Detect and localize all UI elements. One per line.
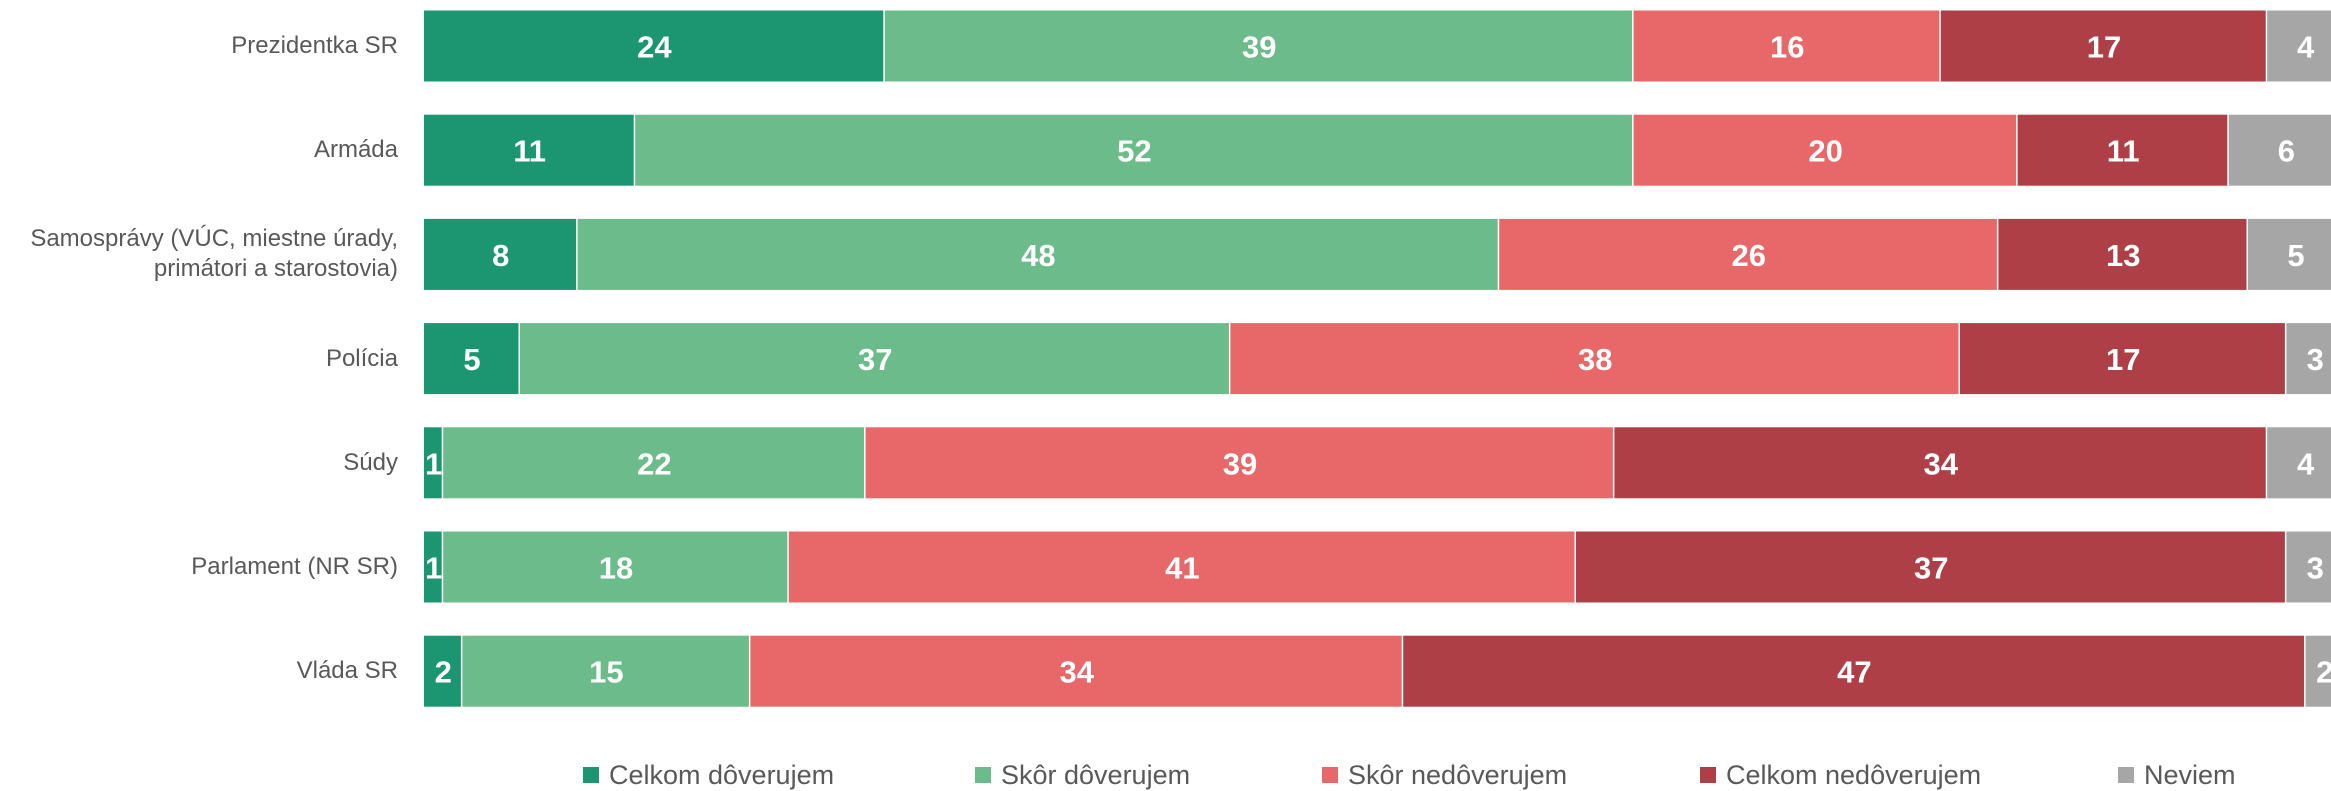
data-label: 2 — [2316, 655, 2331, 690]
category-label: Polícia — [325, 344, 398, 372]
data-label: 1 — [425, 446, 442, 481]
bar-segment — [2267, 10, 2331, 82]
data-label: 39 — [1242, 30, 1276, 65]
legend-label: Skôr dôverujem — [1001, 760, 1190, 790]
bar-segment — [424, 531, 442, 603]
bar-segment — [1403, 635, 2305, 707]
bar-segment — [788, 531, 1575, 603]
data-label: 17 — [2087, 30, 2121, 65]
data-label: 1 — [425, 551, 442, 586]
data-label: 11 — [2107, 134, 2140, 169]
data-label: 37 — [858, 342, 892, 377]
category-label: Samosprávy (VÚC, miestne úrady, primátor… — [30, 225, 398, 283]
bar-segment — [1614, 427, 2266, 499]
bar-segment — [2286, 531, 2331, 603]
data-label: 5 — [2287, 238, 2304, 273]
bar-segment — [1940, 10, 2266, 82]
data-label: 22 — [637, 446, 671, 481]
category-label: Súdy — [343, 448, 398, 476]
data-label: 48 — [1021, 238, 1055, 273]
data-label: 8 — [492, 238, 509, 273]
bar-segment — [1998, 218, 2247, 290]
data-label: 5 — [463, 342, 480, 377]
data-label: 37 — [1914, 551, 1948, 586]
category-label: Vláda SR — [296, 657, 398, 685]
legend-label: Skôr nedôverujem — [1348, 760, 1567, 790]
bar-segment — [1633, 114, 2017, 186]
bar-segment — [635, 114, 1633, 186]
bar-segment — [1576, 531, 2285, 603]
data-label: 52 — [1117, 134, 1151, 169]
data-label: 3 — [2307, 551, 2324, 586]
bar-segment — [424, 635, 461, 707]
data-label: 6 — [2278, 134, 2295, 169]
bar-segment — [424, 10, 884, 82]
bar-segment — [1499, 218, 1997, 290]
bar-segment — [2286, 323, 2331, 395]
data-label: 47 — [1837, 655, 1871, 690]
bar-segment — [1960, 323, 2285, 395]
data-label: 34 — [1060, 655, 1095, 690]
data-label: 4 — [2297, 446, 2315, 481]
bar-segment — [443, 531, 788, 603]
data-label: 24 — [637, 30, 672, 65]
category-label: Prezidentka SR — [231, 32, 398, 59]
bar-segment — [750, 635, 1402, 707]
bar-segment — [2228, 114, 2331, 186]
bar-segment — [577, 218, 1498, 290]
data-label: 2 — [435, 655, 452, 690]
data-label: 15 — [589, 655, 623, 690]
bar-segment — [424, 427, 442, 499]
legend-swatch — [975, 767, 991, 783]
data-label: 11 — [513, 134, 546, 169]
bar-segment — [424, 218, 577, 290]
bar-segment — [2267, 427, 2331, 499]
data-label: 18 — [599, 551, 633, 586]
bar-segment — [865, 427, 1613, 499]
legend-swatch — [1322, 767, 1338, 783]
legend-label: Celkom nedôverujem — [1726, 760, 1981, 790]
legend-label: Celkom dôverujem — [609, 760, 834, 790]
data-label: 34 — [1924, 446, 1959, 481]
data-label: 41 — [1165, 551, 1199, 586]
legend-label: Neviem — [2144, 760, 2236, 790]
bar-segment — [1230, 323, 1959, 395]
data-label: 20 — [1808, 134, 1842, 169]
data-label: 26 — [1732, 238, 1766, 273]
data-label: 13 — [2106, 238, 2140, 273]
bar-segment — [2305, 635, 2331, 707]
bar-segment — [1633, 10, 1940, 82]
bar-segment — [443, 427, 865, 499]
bar-segment — [424, 323, 519, 395]
legend-swatch — [583, 767, 599, 783]
legend-swatch — [1700, 767, 1716, 783]
bar-segment — [2017, 114, 2228, 186]
bar-segment — [2248, 218, 2331, 290]
data-label: 3 — [2307, 342, 2324, 377]
category-label: Armáda — [313, 136, 398, 164]
category-label: Parlament (NR SR) — [191, 553, 398, 580]
data-label: 38 — [1578, 342, 1612, 377]
bar-segment — [884, 10, 1633, 82]
data-label: 16 — [1770, 30, 1804, 65]
data-label: 17 — [2106, 342, 2140, 377]
data-label: 39 — [1223, 446, 1257, 481]
legend-swatch — [2118, 767, 2134, 783]
bar-segment — [520, 323, 1229, 395]
bar-segment — [424, 114, 634, 186]
bar-segment — [462, 635, 749, 707]
data-label: 4 — [2297, 30, 2315, 65]
